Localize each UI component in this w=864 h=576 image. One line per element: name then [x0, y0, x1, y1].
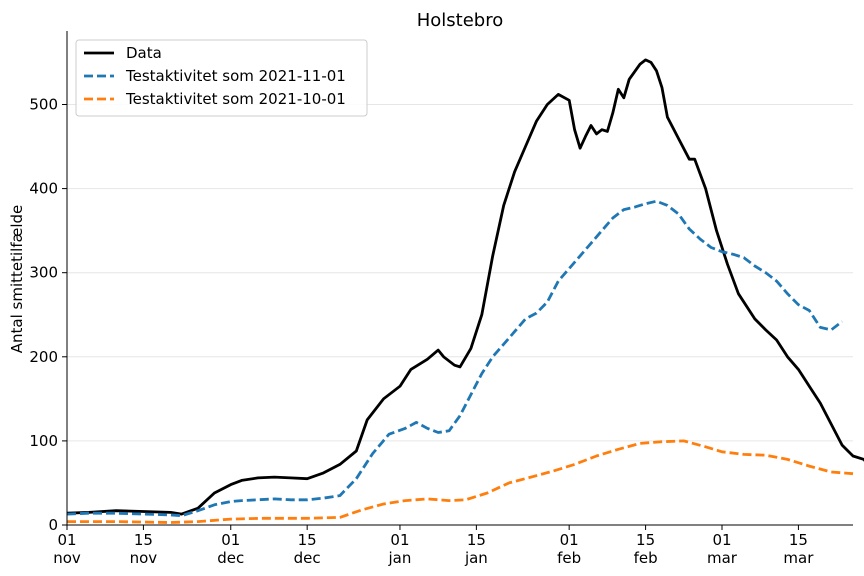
- legend: Data Testaktivitet som 2021-11-01 Testakti…: [75, 39, 368, 117]
- x-tick-month-label: feb: [634, 549, 658, 567]
- x-tick-day-label: 01: [221, 531, 240, 549]
- series-line-1: [66, 58, 864, 516]
- x-tick-day-label: 01: [390, 531, 409, 549]
- x-tick-month-label: dec: [217, 549, 244, 567]
- legend-label: Data: [126, 44, 162, 62]
- y-tick-label: 100: [29, 432, 58, 450]
- x-tick-day-label: 15: [789, 531, 808, 549]
- y-tick-label: 500: [29, 95, 58, 113]
- x-tick-month-label: nov: [130, 549, 158, 567]
- chart-title: Holstebro: [417, 10, 504, 31]
- x-tick-day-label: 01: [712, 531, 731, 549]
- x-tick-month-label: nov: [53, 549, 81, 567]
- x-tick-month-label: dec: [294, 549, 321, 567]
- x-tick-day-label: 01: [57, 531, 76, 549]
- legend-box: [75, 39, 368, 117]
- x-tick-day-label: 15: [467, 531, 486, 549]
- series-line-2: [66, 199, 843, 518]
- y-tick-label: 200: [29, 348, 58, 366]
- x-tick-month-label: mar: [783, 549, 814, 567]
- axes: [62, 31, 853, 530]
- x-tick-month-label: jan: [388, 549, 412, 567]
- series-line-3: [67, 439, 854, 524]
- x-tick-day-label: 01: [560, 531, 579, 549]
- y-tick-label: 300: [29, 264, 58, 282]
- legend-label: Testaktivitet som 2021-10-01: [125, 90, 346, 108]
- x-tick-day-label: 15: [134, 531, 153, 549]
- tick-labels: 010020030040050001nov15nov01dec15dec01ja…: [29, 95, 814, 567]
- y-tick-label: 400: [29, 180, 58, 198]
- x-tick-day-label: 15: [298, 531, 317, 549]
- y-axis-label: Antal smittetilfælde: [8, 205, 26, 354]
- x-tick-day-label: 15: [636, 531, 655, 549]
- y-tick-label: 0: [48, 516, 58, 534]
- x-tick-month-label: jan: [464, 549, 488, 567]
- grid-lines: [67, 103, 853, 526]
- x-tick-month-label: mar: [707, 549, 738, 567]
- legend-label: Testaktivitet som 2021-11-01: [125, 67, 346, 85]
- series-layer: [66, 58, 864, 524]
- x-tick-month-label: feb: [557, 549, 581, 567]
